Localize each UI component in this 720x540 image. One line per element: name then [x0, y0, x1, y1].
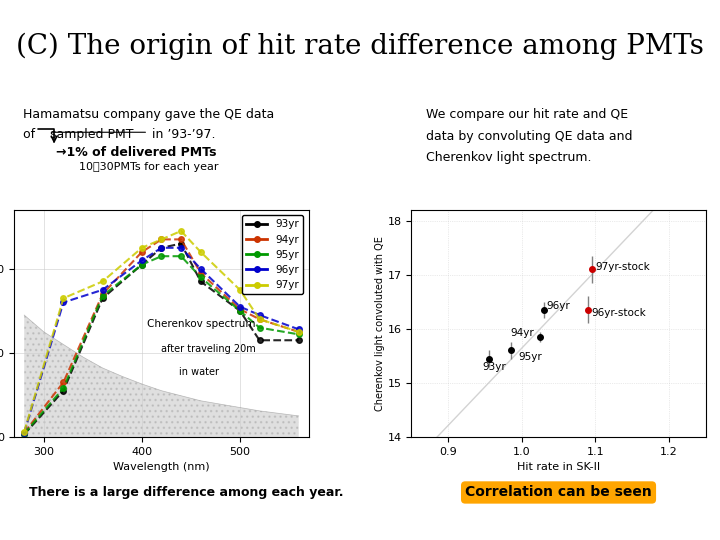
95yr — [255, 325, 264, 331]
95yr — [235, 308, 244, 314]
Text: 93yr: 93yr — [483, 362, 507, 372]
94yr — [138, 249, 146, 255]
93yr — [197, 278, 205, 285]
X-axis label: Wavelength (nm): Wavelength (nm) — [113, 462, 210, 472]
93yr — [99, 295, 107, 301]
Line: 95yr: 95yr — [22, 253, 302, 436]
Text: 96yr: 96yr — [546, 301, 570, 311]
96yr — [294, 326, 303, 333]
93yr — [157, 245, 166, 251]
93yr — [294, 337, 303, 343]
97yr — [176, 228, 185, 234]
94yr — [255, 316, 264, 322]
94yr — [99, 291, 107, 297]
97yr — [294, 329, 303, 335]
95yr — [138, 261, 146, 268]
Text: 94yr: 94yr — [510, 328, 534, 338]
94yr — [197, 270, 205, 276]
94yr — [235, 306, 244, 313]
93yr — [59, 387, 68, 394]
Text: There is a large difference among each year.: There is a large difference among each y… — [29, 486, 343, 499]
X-axis label: Hit rate in SK-II: Hit rate in SK-II — [517, 462, 600, 472]
96yr — [176, 245, 185, 251]
97yr — [59, 295, 68, 301]
97yr — [157, 236, 166, 242]
94yr — [59, 379, 68, 386]
94yr — [157, 236, 166, 242]
Text: of: of — [23, 128, 40, 141]
97yr — [255, 316, 264, 322]
Text: 97yr-stock: 97yr-stock — [595, 262, 650, 272]
Text: We compare our hit rate and QE: We compare our hit rate and QE — [426, 109, 629, 122]
94yr — [20, 429, 29, 436]
94yr — [176, 236, 185, 242]
97yr — [235, 287, 244, 293]
93yr — [20, 431, 29, 437]
95yr — [294, 331, 303, 338]
Text: in water: in water — [179, 367, 219, 376]
Y-axis label: Cherenkov light convoluted with QE: Cherenkov light convoluted with QE — [375, 236, 385, 411]
Text: →1% of delivered PMTs: →1% of delivered PMTs — [55, 146, 216, 159]
Text: data by convoluting QE data and: data by convoluting QE data and — [426, 130, 633, 143]
Text: after traveling 20m: after traveling 20m — [161, 344, 256, 354]
97yr — [20, 429, 29, 435]
Line: 93yr: 93yr — [22, 241, 302, 437]
Legend: 93yr, 94yr, 95yr, 96yr, 97yr: 93yr, 94yr, 95yr, 96yr, 97yr — [242, 215, 303, 294]
95yr — [20, 430, 29, 437]
Text: 96yr-stock: 96yr-stock — [592, 308, 647, 318]
96yr — [197, 266, 205, 272]
95yr — [99, 293, 107, 299]
96yr — [235, 303, 244, 310]
Text: Correlation can be seen: Correlation can be seen — [465, 485, 652, 500]
97yr — [138, 245, 146, 251]
97yr — [197, 249, 205, 255]
Text: 10～30PMTs for each year: 10～30PMTs for each year — [79, 162, 219, 172]
95yr — [59, 385, 68, 392]
96yr — [59, 299, 68, 306]
Line: 94yr: 94yr — [22, 237, 302, 435]
Text: Cherenkov light spectrum.: Cherenkov light spectrum. — [426, 151, 592, 164]
95yr — [157, 253, 166, 259]
Text: 95yr: 95yr — [518, 352, 542, 362]
93yr — [235, 308, 244, 314]
Text: Cherenkov spectrum: Cherenkov spectrum — [147, 319, 256, 329]
Line: 97yr: 97yr — [22, 228, 302, 435]
93yr — [255, 337, 264, 343]
93yr — [176, 240, 185, 247]
Line: 96yr: 96yr — [22, 245, 302, 435]
Text: sampled PMT: sampled PMT — [50, 128, 133, 141]
94yr — [294, 329, 303, 335]
96yr — [138, 257, 146, 264]
96yr — [255, 312, 264, 318]
96yr — [99, 287, 107, 293]
97yr — [99, 278, 107, 285]
95yr — [176, 253, 185, 259]
95yr — [197, 274, 205, 280]
93yr — [138, 261, 146, 268]
Text: (C) The origin of hit rate difference among PMTs: (C) The origin of hit rate difference am… — [16, 32, 704, 59]
96yr — [157, 245, 166, 251]
Text: in ’93-’97.: in ’93-’97. — [148, 128, 216, 141]
Text: Hamamatsu company gave the QE data: Hamamatsu company gave the QE data — [23, 109, 274, 122]
96yr — [20, 429, 29, 436]
